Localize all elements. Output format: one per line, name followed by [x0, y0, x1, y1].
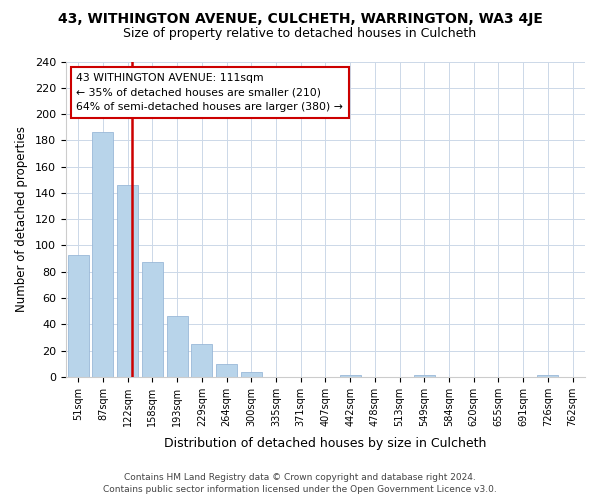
Bar: [340, 376, 361, 377]
Bar: [117, 185, 138, 377]
Text: 43, WITHINGTON AVENUE, CULCHETH, WARRINGTON, WA3 4JE: 43, WITHINGTON AVENUE, CULCHETH, WARRING…: [58, 12, 542, 26]
Bar: [68, 254, 89, 377]
Bar: [191, 344, 212, 377]
Text: Size of property relative to detached houses in Culcheth: Size of property relative to detached ho…: [124, 28, 476, 40]
Bar: [538, 376, 559, 377]
Bar: [167, 316, 188, 377]
Bar: [142, 262, 163, 377]
Text: 43 WITHINGTON AVENUE: 111sqm
← 35% of detached houses are smaller (210)
64% of s: 43 WITHINGTON AVENUE: 111sqm ← 35% of de…: [76, 72, 343, 112]
Bar: [92, 132, 113, 377]
Bar: [414, 376, 435, 377]
Y-axis label: Number of detached properties: Number of detached properties: [15, 126, 28, 312]
Bar: [241, 372, 262, 377]
Bar: [216, 364, 237, 377]
X-axis label: Distribution of detached houses by size in Culcheth: Distribution of detached houses by size …: [164, 437, 487, 450]
Text: Contains HM Land Registry data © Crown copyright and database right 2024.
Contai: Contains HM Land Registry data © Crown c…: [103, 472, 497, 494]
